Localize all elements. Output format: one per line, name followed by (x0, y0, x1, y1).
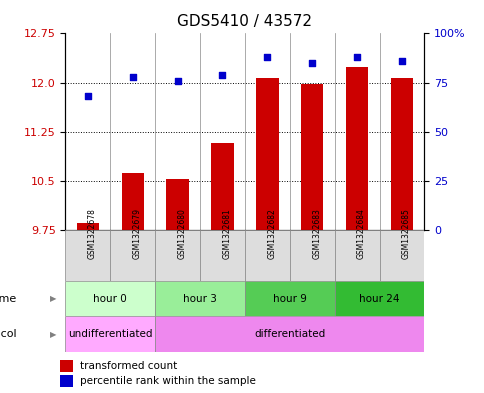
Point (84, 93, 91, 99)
Point (263, 54, 271, 60)
Bar (166, 180, 188, 230)
Bar (378, 230, 424, 281)
Text: GSM1322682: GSM1322682 (267, 209, 276, 259)
Text: percentile rank within the sample: percentile rank within the sample (80, 376, 256, 386)
Bar (65, 230, 110, 281)
Text: GSM1322678: GSM1322678 (88, 209, 97, 259)
Bar (155, 316, 423, 352)
Text: hour 24: hour 24 (359, 294, 399, 304)
Text: ▶: ▶ (50, 294, 57, 303)
Point (397, 58, 405, 64)
Point (352, 54, 360, 60)
Point (218, 72, 226, 78)
Bar (390, 78, 412, 230)
Bar (256, 78, 278, 230)
Bar (345, 67, 367, 230)
Text: GSM1322683: GSM1322683 (312, 209, 320, 259)
Text: GSM1322680: GSM1322680 (177, 209, 186, 259)
Text: hour 3: hour 3 (183, 294, 216, 304)
Text: hour 9: hour 9 (272, 294, 306, 304)
Text: GSM1322685: GSM1322685 (401, 209, 410, 259)
Bar (334, 230, 378, 281)
Point (129, 73, 136, 80)
Text: undifferentiated: undifferentiated (68, 329, 152, 339)
Text: GSM1322684: GSM1322684 (356, 209, 365, 259)
Bar (65, 316, 155, 352)
Bar (211, 143, 233, 230)
Bar (60, 375, 73, 387)
Bar (155, 230, 200, 281)
Bar (244, 281, 334, 316)
Text: growth protocol: growth protocol (0, 329, 17, 339)
Bar (76, 223, 99, 230)
Text: time: time (0, 294, 17, 304)
Bar (244, 230, 289, 281)
Bar (334, 281, 424, 316)
Title: GDS5410 / 43572: GDS5410 / 43572 (177, 15, 312, 29)
Bar (289, 230, 334, 281)
Text: GSM1322679: GSM1322679 (133, 209, 141, 259)
Bar (110, 230, 155, 281)
Point (173, 77, 181, 84)
Text: transformed count: transformed count (80, 361, 177, 371)
Bar (301, 84, 323, 230)
Bar (200, 230, 244, 281)
Text: hour 0: hour 0 (93, 294, 127, 304)
Bar (65, 281, 155, 316)
Text: differentiated: differentiated (254, 329, 325, 339)
Point (308, 60, 316, 66)
Text: ▶: ▶ (50, 330, 57, 338)
Bar (155, 281, 244, 316)
Text: GSM1322681: GSM1322681 (222, 209, 231, 259)
Bar (60, 360, 73, 372)
Bar (121, 173, 144, 230)
